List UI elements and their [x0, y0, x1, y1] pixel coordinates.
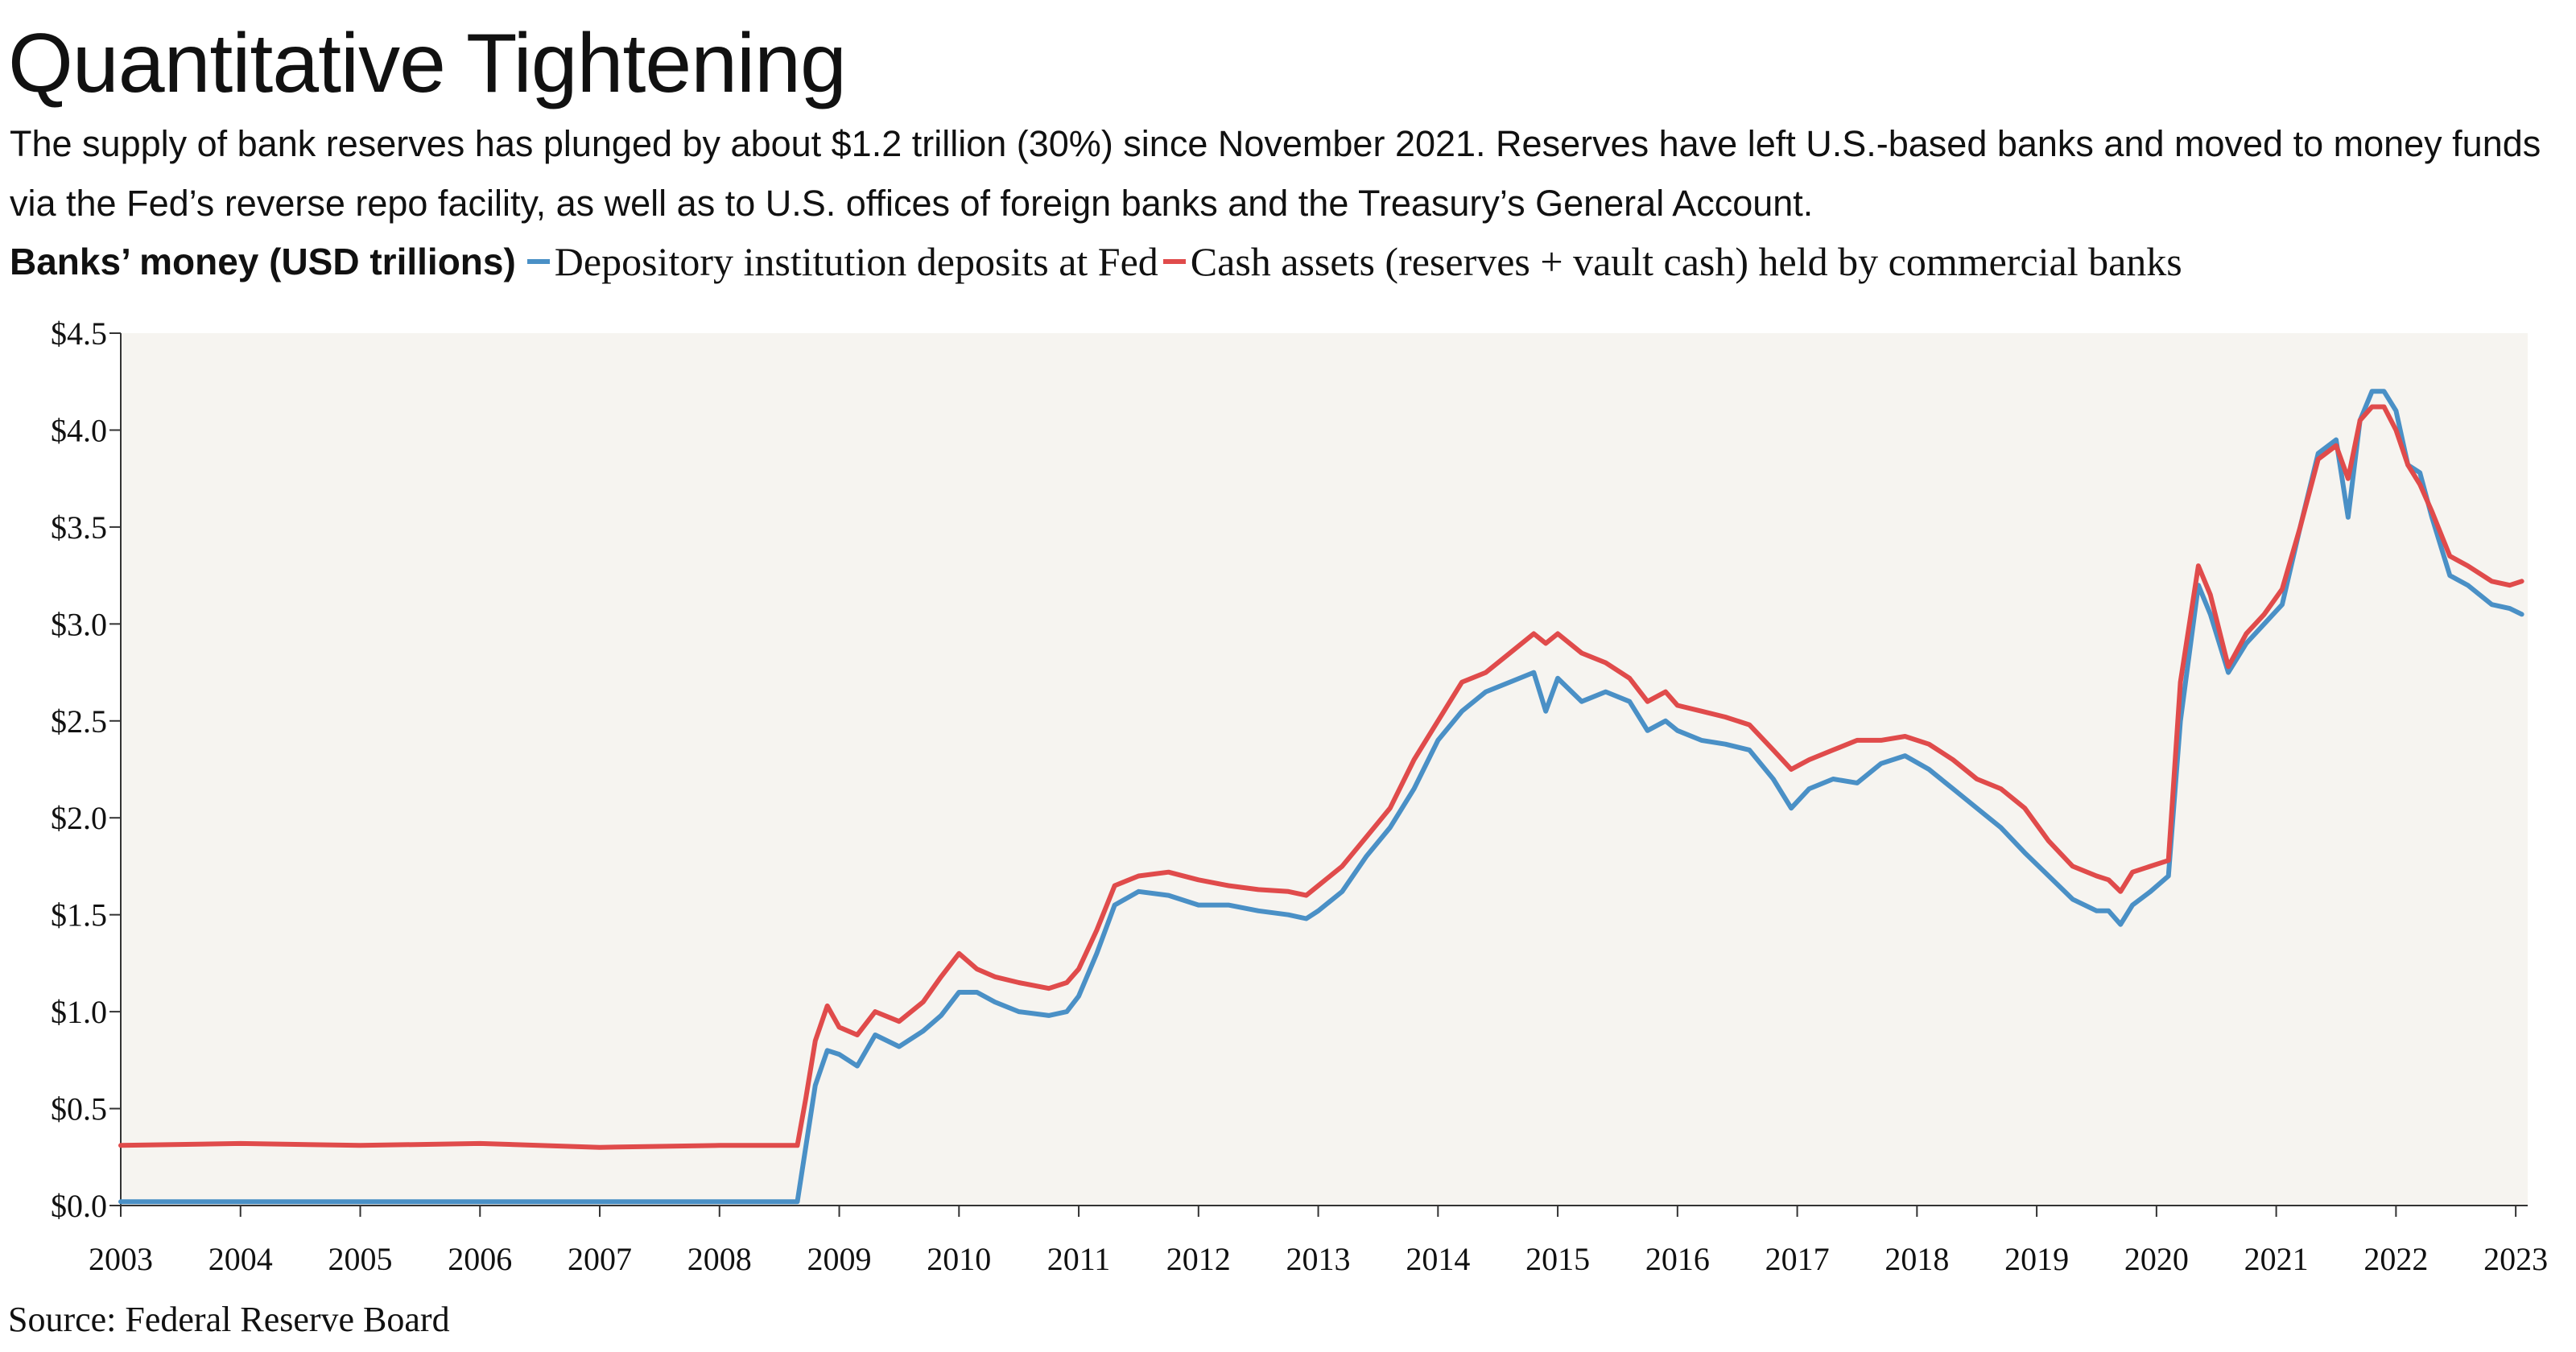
y-tick-label: $3.5 — [51, 509, 107, 546]
plot-area — [121, 333, 2528, 1206]
legend-label-deposits: Depository institution deposits at Fed — [554, 239, 1158, 284]
y-tick-label: $4.5 — [51, 315, 107, 352]
x-tick-label: 2018 — [1885, 1241, 1949, 1277]
series-line-deposits — [118, 389, 2524, 1205]
y-tick-label: $3.0 — [51, 606, 107, 642]
legend-lead: Banks’ money (USD trillions) — [10, 241, 516, 282]
x-tick-label: 2021 — [2244, 1241, 2309, 1277]
x-tick-label: 2010 — [927, 1241, 991, 1277]
x-tick-label: 2011 — [1047, 1241, 1111, 1277]
x-tick-label: 2005 — [328, 1241, 393, 1277]
line-chart: $0.0 $0.5 $1.0 $1.5 $2.0 $2.5 $3.0 $3.5 $4.0 $4.5… — [51, 315, 2548, 1277]
y-tick-label: $2.5 — [51, 703, 107, 740]
x-tick-label: 2006 — [448, 1241, 512, 1277]
legend: Banks’ money (USD trillions) Depository … — [10, 238, 2182, 285]
x-tick-label: 2019 — [2004, 1241, 2069, 1277]
legend-label-cash-assets: Cash assets (reserves + vault cash) held… — [1190, 239, 2182, 284]
legend-swatch-blue — [526, 259, 550, 264]
x-tick-label: 2022 — [2363, 1241, 2428, 1277]
x-tick-label: 2003 — [89, 1241, 153, 1277]
x-axis: 2003 2004 2005 2006 2007 2008 2009 2010 2011 2012… — [89, 1205, 2548, 1277]
series-layer — [118, 389, 2524, 1205]
chart-subtitle: The supply of bank reserves has plunged … — [10, 123, 2541, 224]
y-tick-label: $1.0 — [51, 994, 107, 1030]
x-tick-label: 2013 — [1286, 1241, 1351, 1277]
x-tick-label: 2015 — [1525, 1241, 1590, 1277]
x-tick-label: 2008 — [687, 1241, 752, 1277]
x-tick-label: 2004 — [208, 1241, 273, 1277]
x-tick-label: 2016 — [1645, 1241, 1710, 1277]
x-tick-label: 2014 — [1406, 1241, 1470, 1277]
x-tick-label: 2017 — [1765, 1241, 1830, 1277]
x-tick-label: 2012 — [1166, 1241, 1231, 1277]
x-tick-label: 2023 — [2483, 1241, 2548, 1277]
series-line-cash-assets — [118, 404, 2524, 1150]
y-tick-label: $2.0 — [51, 800, 107, 836]
chart-title: Quantitative Tightening — [8, 17, 847, 110]
y-tick-label: $0.5 — [51, 1091, 107, 1127]
y-tick-label: $1.5 — [51, 897, 107, 934]
legend-item-deposits: Depository institution deposits at Fed — [526, 238, 1158, 285]
y-axis: $0.0 $0.5 $1.0 $1.5 $2.0 $2.5 $3.0 $3.5 $4.0 $4.5 — [51, 315, 122, 1224]
y-tick-label: $0.0 — [51, 1188, 107, 1224]
x-tick-label: 2009 — [807, 1241, 872, 1277]
x-tick-label: 2007 — [568, 1241, 632, 1277]
legend-item-cash-assets: Cash assets (reserves + vault cash) held… — [1162, 238, 2182, 285]
y-tick-label: $4.0 — [51, 412, 107, 448]
x-tick-label: 2020 — [2124, 1241, 2189, 1277]
legend-swatch-red — [1162, 259, 1186, 264]
source-note: Source: Federal Reserve Board — [8, 1300, 450, 1339]
